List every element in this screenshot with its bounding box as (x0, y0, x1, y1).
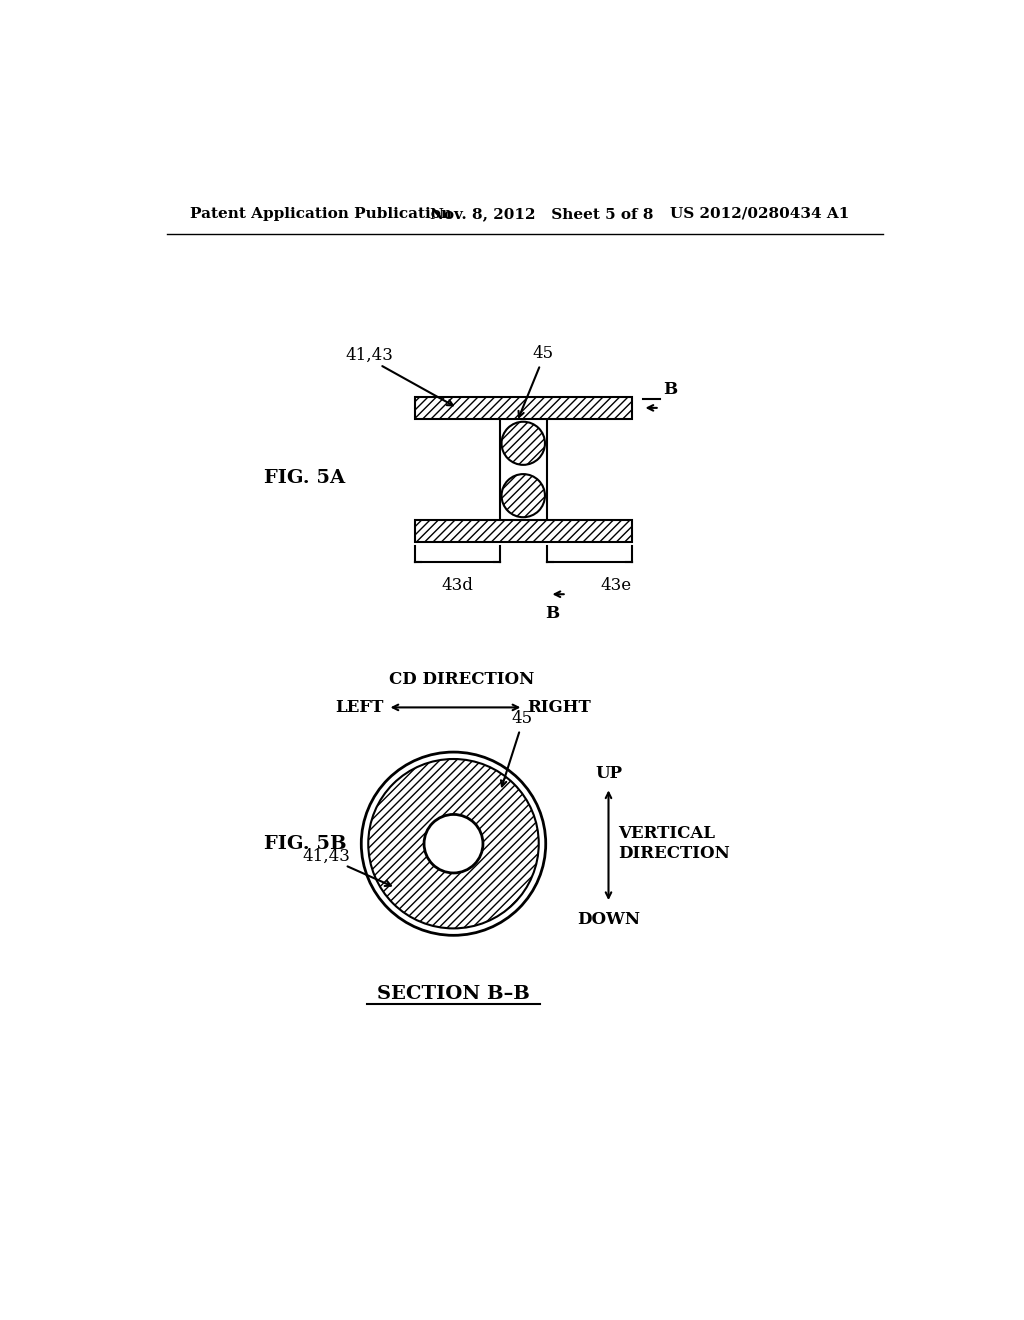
Text: 43d: 43d (441, 577, 473, 594)
Ellipse shape (369, 759, 539, 928)
Text: LEFT: LEFT (336, 698, 384, 715)
Text: 41,43: 41,43 (345, 347, 393, 364)
Text: Nov. 8, 2012   Sheet 5 of 8: Nov. 8, 2012 Sheet 5 of 8 (430, 207, 653, 220)
Text: 45: 45 (532, 346, 554, 363)
Ellipse shape (502, 474, 545, 517)
Text: UP: UP (595, 766, 622, 783)
Text: Patent Application Publication: Patent Application Publication (190, 207, 452, 220)
Text: 41,43: 41,43 (302, 847, 350, 865)
Text: VERTICAL
DIRECTION: VERTICAL DIRECTION (617, 825, 729, 862)
Bar (415, 520, 632, 541)
Text: DOWN: DOWN (577, 911, 640, 928)
Text: 45: 45 (511, 710, 532, 727)
Bar (415, 397, 632, 418)
Ellipse shape (502, 422, 545, 465)
Text: FIG. 5B: FIG. 5B (263, 834, 346, 853)
Text: RIGHT: RIGHT (527, 698, 591, 715)
Ellipse shape (361, 752, 546, 936)
Text: CD DIRECTION: CD DIRECTION (389, 672, 534, 688)
Ellipse shape (424, 814, 483, 873)
Text: 43e: 43e (600, 577, 631, 594)
Text: FIG. 5A: FIG. 5A (263, 469, 345, 487)
Text: B: B (663, 381, 677, 397)
Text: B: B (546, 605, 560, 622)
Text: SECTION B–B: SECTION B–B (377, 985, 530, 1003)
Text: US 2012/0280434 A1: US 2012/0280434 A1 (671, 207, 850, 220)
